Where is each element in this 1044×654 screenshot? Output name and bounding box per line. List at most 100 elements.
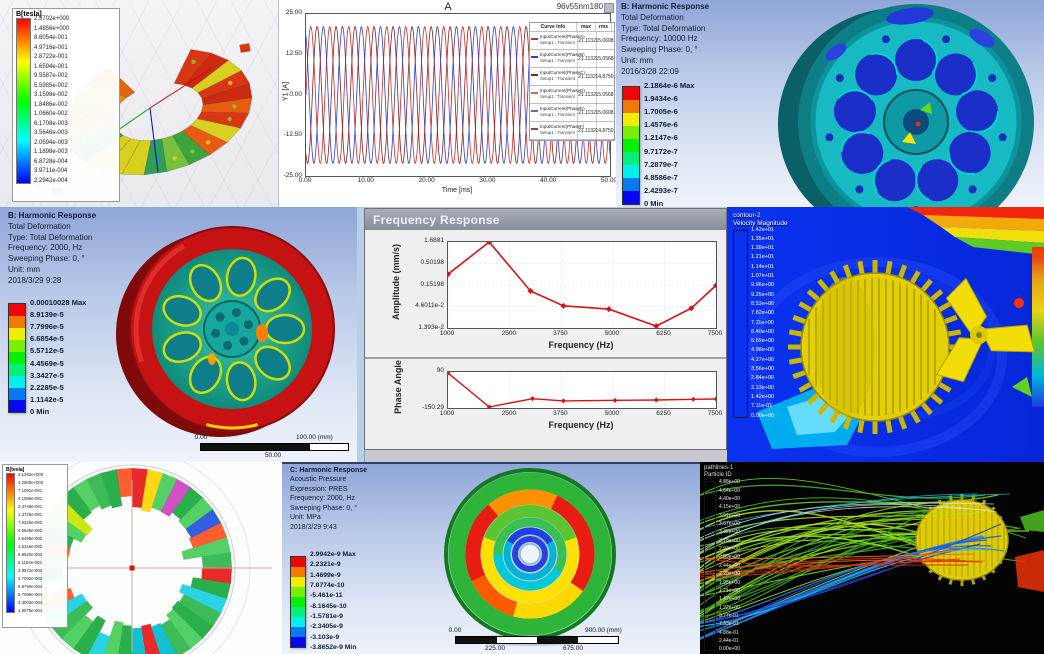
tick-label: 7500 — [707, 410, 723, 417]
legend-value: 6.8728e-004 — [34, 158, 68, 165]
panel-cfd-velocity: contour-2 Velocity Magnitude 1.42e+01 1.3… — [727, 207, 1044, 462]
colorbar-segment — [9, 364, 25, 376]
legend-value: 9.96e+00 — [751, 282, 775, 289]
ruler-label: 675.00 — [563, 645, 583, 652]
info-line: B: Harmonic Response — [621, 2, 710, 11]
tick-label: 90 — [436, 367, 444, 374]
legend-value: 8.53e+00 — [751, 300, 775, 307]
series-setup: Setup1 : Transient — [540, 57, 575, 63]
scale-value: 2.4293e-7 — [644, 185, 678, 195]
scale-value: -3.103e-9 — [310, 633, 340, 641]
scale-value: 7.7996e-5 — [30, 322, 64, 332]
legend-value: 1.95e+00 — [719, 579, 740, 586]
x-axis-label: Time [ms] — [441, 187, 473, 194]
scale-ruler — [200, 443, 349, 451]
series-swatch — [531, 92, 538, 94]
rms-value: 15.0608 — [595, 104, 614, 121]
legend-value: 3.42e+00 — [719, 529, 740, 536]
frequency-ticks: 1000 2500 3750 5000 6250 7500 — [440, 410, 722, 419]
scale-value: -8.1645e-10 — [310, 602, 347, 610]
series-setup: Setup1 : Transient — [540, 39, 575, 45]
info-line: Sweeping Phase: 0, ° — [621, 45, 698, 55]
info-line: Type: Total Deformation — [8, 232, 93, 242]
legend-value: 5.5985e-002 — [34, 82, 68, 89]
ruler-label: 900.00 (mm) — [585, 627, 622, 634]
deformed-wheel-plot — [116, 226, 335, 437]
colorbar-segment — [291, 557, 305, 567]
legend-value: 7.9325e-002 — [18, 520, 43, 525]
legend-value: 2.20e+00 — [719, 571, 740, 578]
table-row: InputCurrent(PhaseF) Setup1 : Transient 21… — [530, 122, 614, 140]
colorbar — [8, 303, 26, 413]
max-value: 21.1132 — [577, 32, 596, 49]
colorbar-segment — [291, 637, 305, 647]
colorbar-segment — [9, 316, 25, 328]
series-swatch — [531, 74, 538, 76]
panel-magnetic-torus: B[tesla] 2.5702e+000 1.4856e+000 8.6054e-0… — [0, 0, 278, 207]
window-title: Frequency Response — [373, 212, 500, 227]
max-value: 21.1132 — [577, 122, 596, 139]
info-line: Frequency: 2000, Hz — [8, 243, 83, 253]
ruler-label: 225.00 — [485, 645, 505, 652]
colorbar — [6, 473, 15, 613]
legend-value: 0.00e+00 — [719, 646, 740, 653]
header-cell: Curve Info — [530, 23, 577, 31]
series-name: InputCurrent(PhaseD) — [540, 88, 585, 93]
colorbar-segment — [623, 113, 639, 126]
info-line: Sweeping Phase: 0, ° — [8, 254, 85, 264]
legend-value: 3.67e+00 — [719, 521, 740, 528]
legend-subtitle: Velocity Magnitude — [733, 219, 788, 227]
legend-value: 7.33e-01 — [719, 621, 739, 628]
colorbar-segment — [9, 328, 25, 340]
legend-value: 1.14e+01 — [751, 263, 775, 270]
series-setup: Setup1 : Transient — [540, 93, 575, 99]
tick-label: -12.50 — [283, 131, 302, 139]
phase-ticks: 90 -150.29 — [399, 367, 444, 411]
header-cell: max — [577, 23, 596, 31]
x-axis-ticks: 0.00 10.00 20.00 30.00 40.00 50.00 — [299, 177, 617, 186]
legend-value: 6.1708e-003 — [34, 120, 68, 127]
info-line: Frequency: 2000, Hz — [290, 495, 355, 503]
scale-value: 8.9139e-5 — [30, 310, 64, 320]
legend-value: 2.44e+00 — [719, 562, 740, 569]
info-line: Unit: MPa — [290, 514, 321, 522]
legend-value: 2.9572e-003 — [18, 568, 43, 573]
amplitude-ticks: 1.6881 0.50198 0.15198 4.6011e-2 1.393e-2 — [399, 237, 444, 331]
amplitude-plot-area — [447, 241, 717, 329]
legend-value: 1.5316e-002 — [18, 544, 43, 549]
legend-value: 4.15e+00 — [719, 504, 740, 511]
scale-value: 0 Min — [644, 198, 664, 207]
tick-label: 0.00 — [289, 90, 302, 98]
field-legend-title: B[tesla] — [6, 467, 25, 473]
field-legend: B[tesla] 2.1282e+000 1.2300e+000 7.1091e-0… — [2, 464, 68, 628]
table-row: InputCurrent(PhaseE) Setup1 : Transient 21… — [530, 104, 614, 122]
colorbar-segment — [9, 376, 25, 388]
contour-scale: 2.9942e-9 Max 2.2321e-9 1.4699e-9 7.0774e-1… — [290, 551, 356, 651]
panel-corner-icon — [604, 3, 614, 13]
legend-value: 3.5646e-003 — [34, 130, 68, 137]
scale-value: 9.7172e-7 — [644, 146, 678, 156]
series-name: InputCurrent(PhaseE) — [540, 106, 585, 111]
tick-label: 5000 — [604, 410, 620, 417]
panel-harmonic-10000: B: Harmonic Response Total Deformation Typ… — [616, 0, 1044, 207]
legend-value: 2.8722e-001 — [34, 54, 68, 61]
scale-ruler — [455, 636, 619, 644]
legend-value: 1.7092e-003 — [18, 576, 43, 581]
tick-label: 10.00 — [357, 177, 374, 184]
panel-current-plot: A 96v55nm180 25.00 12.50 0.00 -12.50 -25.00 … — [278, 0, 617, 207]
legend-value: 1.07e+01 — [751, 273, 775, 280]
legend-value: 3.3003e-004 — [18, 600, 43, 605]
colorbar-segment — [9, 304, 25, 316]
legend-value: 1.8486e-002 — [34, 101, 68, 108]
window-titlebar[interactable]: Frequency Response — [365, 209, 726, 230]
rms-value: 15.0608 — [595, 32, 614, 49]
legend-value: 4.88e-01 — [719, 629, 739, 636]
series-swatch — [531, 110, 538, 112]
colorbar-segment — [291, 597, 305, 607]
velocity-legend: contour-2 Velocity Magnitude 1.42e+01 1.3… — [733, 212, 788, 419]
tick-label: 2500 — [501, 410, 517, 417]
legend-value: 1.42e+01 — [751, 226, 775, 233]
scale-value: 4.4569e-5 — [30, 358, 64, 368]
legend-value: 2.5702e+000 — [34, 16, 70, 22]
colorbar — [704, 481, 716, 652]
